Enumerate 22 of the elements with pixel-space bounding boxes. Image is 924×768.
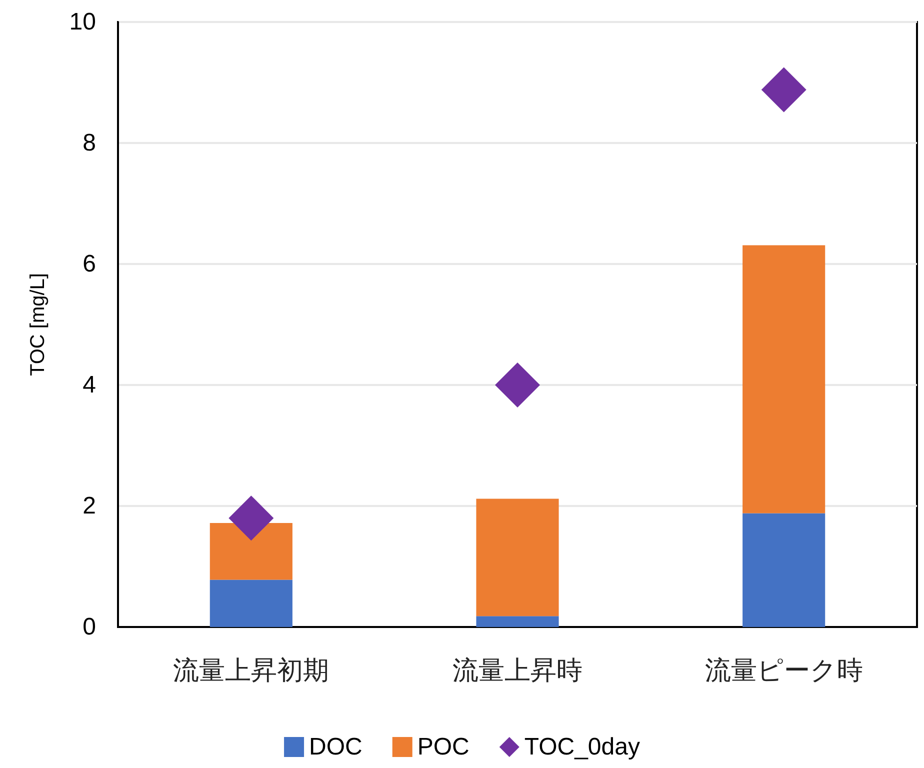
legend-label: DOC — [309, 734, 362, 760]
x-tick-label: 流量上昇初期 — [173, 655, 330, 685]
bar — [742, 245, 826, 514]
legend-label: TOC_0day — [524, 734, 640, 760]
x-tick-label: 流量上昇時 — [452, 655, 582, 685]
bar — [210, 522, 292, 580]
y-tick-label: 8 — [82, 130, 96, 156]
y-tick-label: 4 — [82, 372, 96, 398]
legend-label: POC — [417, 734, 470, 760]
y-tick-label: 6 — [82, 250, 96, 278]
point — [495, 362, 540, 408]
point — [761, 67, 806, 112]
bar — [476, 616, 559, 627]
bar — [476, 498, 559, 616]
y-axis-title: TOC [mg/L] — [27, 273, 49, 376]
x-tick-label: 流量ピーク時 — [704, 655, 863, 685]
y-tick-label: 2 — [82, 492, 96, 520]
point — [228, 496, 274, 541]
y-tick-label: 0 — [82, 614, 96, 640]
y-tick-label: 10 — [69, 8, 96, 36]
bar — [210, 580, 292, 627]
bar — [742, 513, 826, 627]
